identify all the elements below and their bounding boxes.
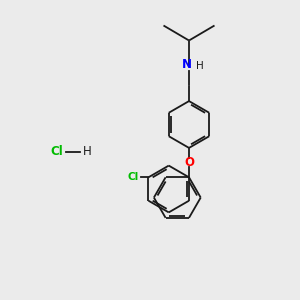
Text: Cl: Cl (51, 145, 63, 158)
Text: H: H (83, 145, 92, 158)
Text: H: H (196, 61, 203, 71)
Text: O: O (184, 156, 194, 169)
Text: N: N (182, 58, 192, 71)
Text: Cl: Cl (127, 172, 139, 182)
